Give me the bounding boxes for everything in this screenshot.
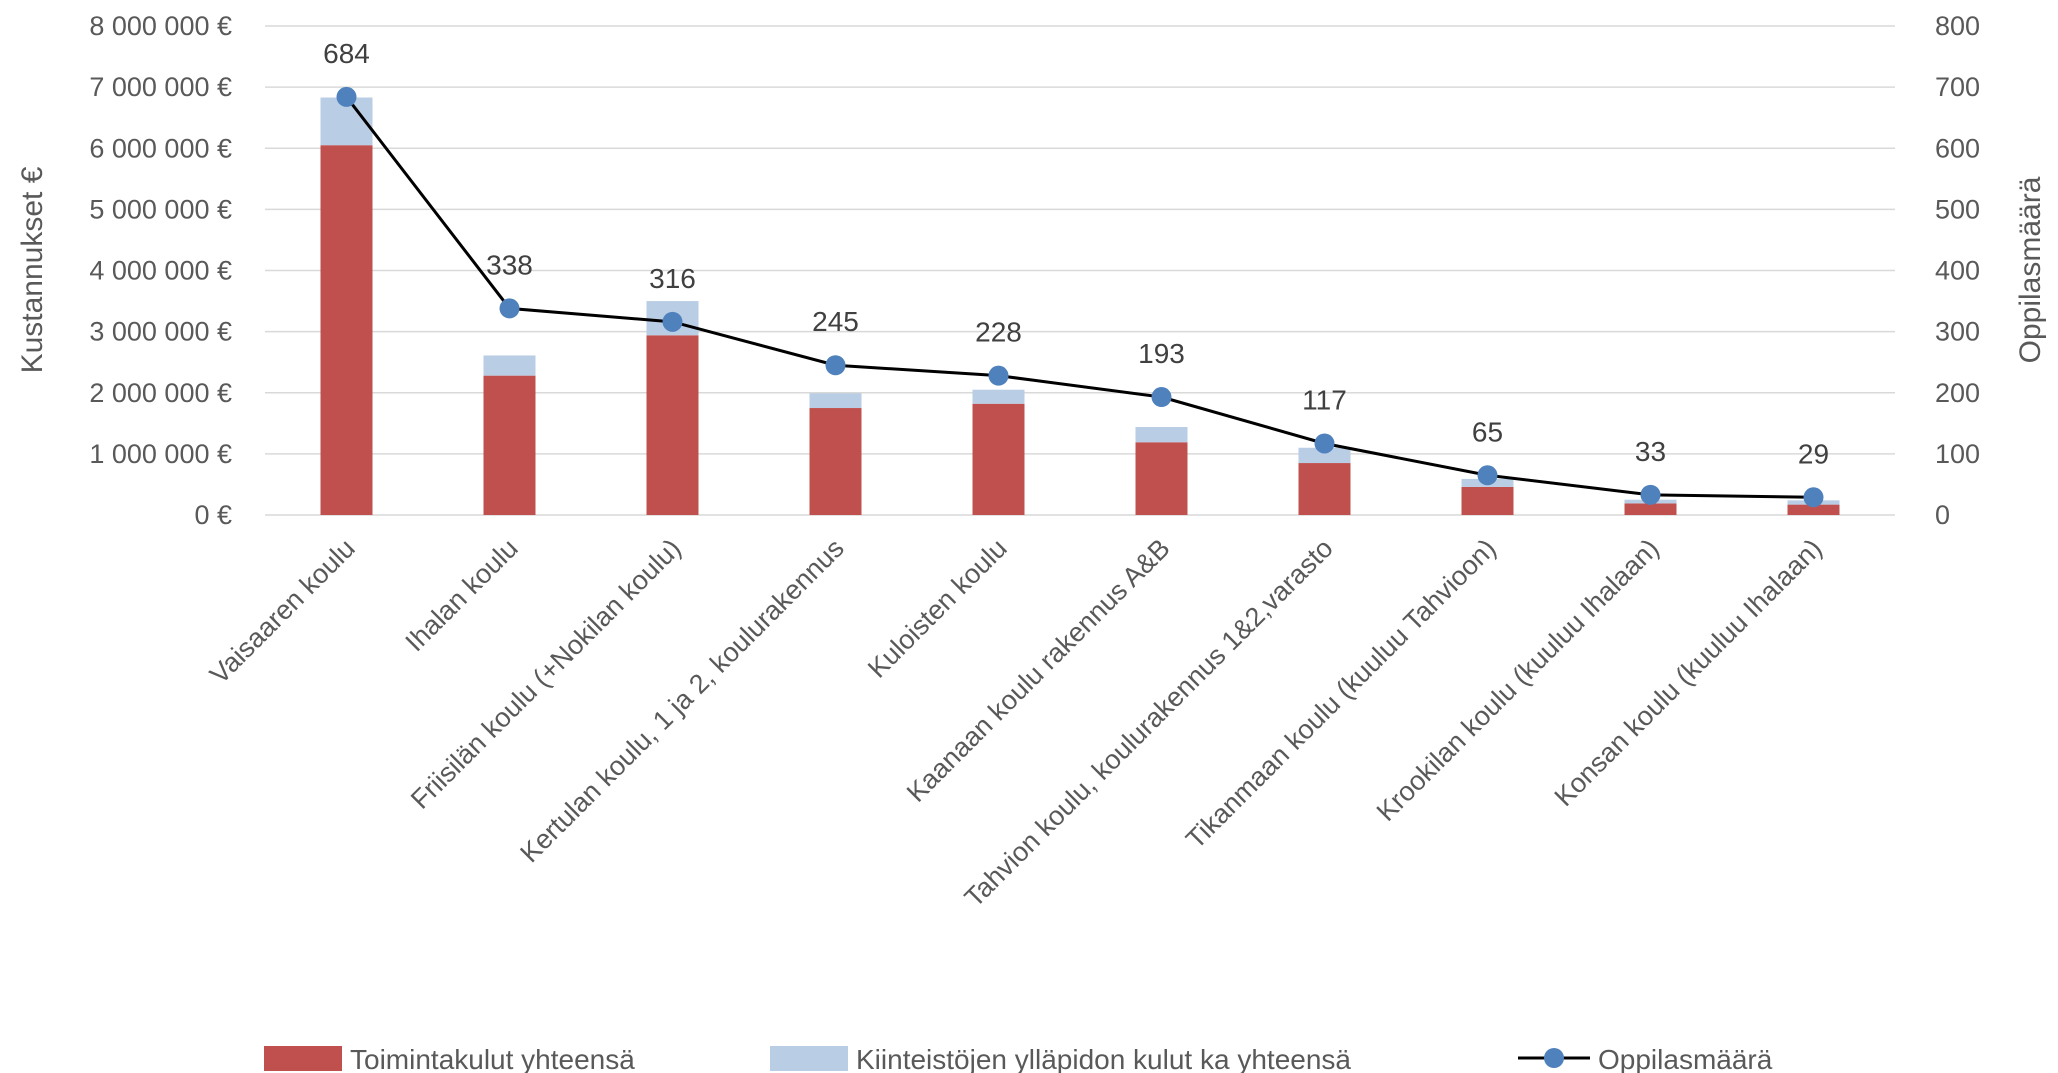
legend-swatch-kiinteistokulut — [770, 1046, 848, 1071]
y-tick-label: 3 000 000 € — [89, 317, 232, 347]
category-label: Vaisaaren koulu — [204, 533, 361, 690]
y2-tick-label: 0 — [1935, 500, 1950, 530]
category-label: Kaanaan koulu rakennus A&B — [901, 533, 1176, 808]
bar-toimintakulut — [1787, 504, 1840, 515]
y2-tick-label: 600 — [1935, 133, 1980, 163]
y2-tick-label: 100 — [1935, 439, 1980, 469]
bar-toimintakulut — [320, 145, 373, 515]
oppilasmaara-point — [1803, 487, 1824, 508]
oppilasmaara-data-label: 338 — [486, 249, 533, 280]
oppilasmaara-point — [336, 86, 357, 107]
y2-axis-title: Oppilasmäärä — [2014, 176, 2047, 363]
y-axis-left: 0 € 1 000 000 € 2 000 000 € 3 000 000 € 4 00… — [89, 11, 232, 530]
category-label: Ihalan koulu — [400, 533, 524, 657]
y-tick-label: 6 000 000 € — [89, 133, 232, 163]
oppilasmaara-line — [345, 95, 1814, 499]
bar-toimintakulut — [1624, 503, 1677, 515]
bar-toimintakulut — [1298, 463, 1351, 515]
y2-tick-label: 400 — [1935, 256, 1980, 286]
bar-toimintakulut — [1135, 442, 1188, 515]
oppilasmaara-data-label: 65 — [1472, 416, 1503, 447]
oppilasmaara-data-label: 29 — [1798, 438, 1829, 469]
y2-tick-label: 700 — [1935, 72, 1980, 102]
oppilasmaara-point — [825, 355, 846, 376]
y2-tick-label: 300 — [1935, 317, 1980, 347]
bar-toimintakulut — [972, 403, 1025, 515]
oppilasmaara-data-label: 193 — [1138, 338, 1185, 369]
oppilasmaara-point — [662, 311, 683, 332]
y2-tick-label: 800 — [1935, 11, 1980, 41]
oppilasmaara-point — [499, 298, 520, 319]
y-tick-label: 0 € — [194, 500, 232, 530]
category-label: Friisilän koulu (+Nokilan koulu) — [405, 533, 687, 815]
legend-marker-oppilasmaara — [1544, 1048, 1564, 1068]
legend-swatch-toimintakulut — [264, 1046, 342, 1071]
category-label: Tahvion koulu, koulurakennus 1&2,varasto — [959, 533, 1339, 913]
line-series: 684 338 316 245 228 193 117 65 33 29 — [323, 38, 1829, 508]
gridlines — [265, 25, 1895, 516]
oppilasmaara-data-label: 316 — [649, 263, 696, 294]
category-label: Krookilan koulu (kuuluu Ihalaan) — [1371, 533, 1665, 827]
y-tick-label: 7 000 000 € — [89, 72, 232, 102]
oppilasmaara-point — [1314, 433, 1335, 454]
y-tick-label: 1 000 000 € — [89, 439, 232, 469]
bar-kiinteistokulut — [809, 393, 862, 409]
oppilasmaara-data-label: 684 — [323, 38, 370, 69]
oppilasmaara-point — [1477, 465, 1498, 486]
oppilasmaara-point — [1151, 387, 1172, 408]
bar-kiinteistokulut — [972, 389, 1025, 404]
y-tick-label: 8 000 000 € — [89, 11, 232, 41]
oppilasmaara-data-label: 117 — [1302, 384, 1347, 415]
bar-kiinteistokulut — [483, 355, 536, 376]
bar-toimintakulut — [483, 375, 536, 515]
legend-label-oppilasmaara: Oppilasmäärä — [1598, 1044, 1773, 1073]
legend-label-kiinteistokulut: Kiinteistöjen ylläpidon kulut ka yhteens… — [856, 1044, 1351, 1073]
y2-tick-label: 500 — [1935, 194, 1980, 224]
oppilasmaara-data-label: 245 — [812, 306, 859, 337]
y-tick-label: 4 000 000 € — [89, 256, 232, 286]
bar-toimintakulut — [809, 408, 862, 515]
bar-kiinteistokulut — [1298, 447, 1351, 464]
category-label: Konsan koulu (kuuluu Ihalaan) — [1549, 533, 1828, 812]
category-label: Tikanmaan koulu (kuuluu Tahvioon) — [1180, 533, 1502, 855]
y-axis-right: 0 100 200 300 400 500 600 700 800 — [1935, 11, 1980, 530]
y-tick-label: 2 000 000 € — [89, 378, 232, 408]
legend-label-toimintakulut: Toimintakulut yhteensä — [350, 1044, 635, 1073]
y-tick-label: 5 000 000 € — [89, 194, 232, 224]
legend: Toimintakulut yhteensä Kiinteistöjen yllä… — [264, 1044, 1773, 1073]
bar-toimintakulut — [1461, 486, 1514, 515]
bar-kiinteistokulut — [1135, 426, 1188, 443]
bar-toimintakulut — [646, 335, 699, 515]
category-label: Kertulan koulu, 1 ja 2, koulurakennus — [514, 533, 849, 868]
y-axis-title: Kustannukset € — [16, 166, 49, 373]
oppilasmaara-data-label: 228 — [975, 317, 1022, 348]
oppilasmaara-point — [988, 365, 1009, 386]
y2-tick-label: 200 — [1935, 378, 1980, 408]
oppilasmaara-data-label: 33 — [1635, 436, 1666, 467]
bar-series — [320, 97, 1840, 515]
oppilasmaara-point — [1640, 484, 1661, 505]
category-label: Kuloisten koulu — [862, 533, 1013, 684]
